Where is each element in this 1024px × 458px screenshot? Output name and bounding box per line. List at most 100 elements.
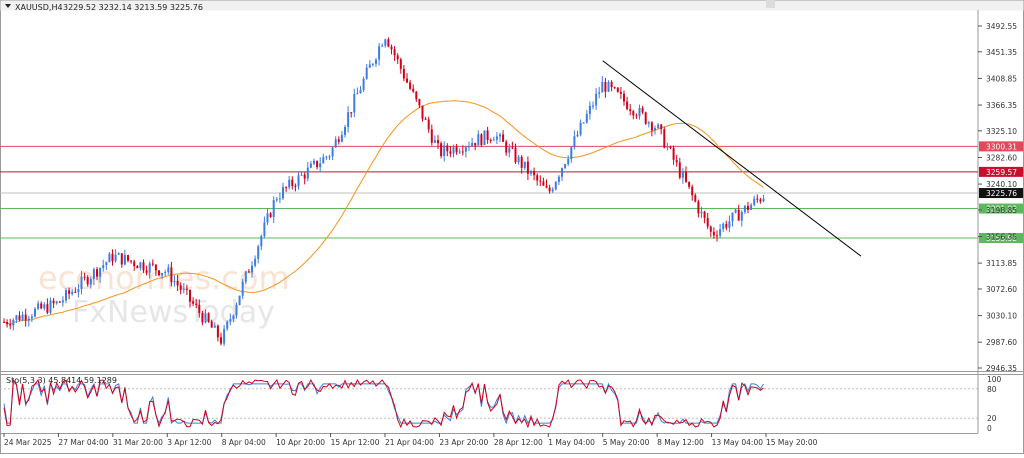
price-tick-label-7: 3198.85 <box>986 206 1017 215</box>
candle-body-67 <box>210 321 213 328</box>
candle-body-36 <box>114 254 117 262</box>
candle-body-236 <box>734 209 737 213</box>
symbol-label: XAUUSD,H4 <box>15 3 63 12</box>
candle-body-184 <box>573 136 576 148</box>
candle-body-59 <box>185 288 188 290</box>
candle-body-237 <box>737 209 740 221</box>
scroll-shift-button[interactable] <box>766 0 775 8</box>
candle-body-219 <box>681 172 684 178</box>
candle-body-225 <box>700 211 703 214</box>
candle-body-7 <box>24 314 27 321</box>
candle-body-107 <box>334 139 337 148</box>
price-tick-label-4: 3325.10 <box>986 127 1017 136</box>
candle-body-124 <box>387 39 390 47</box>
candle-body-227 <box>706 217 709 227</box>
candle-body-119 <box>371 63 374 65</box>
stochastic-main-line <box>3 382 764 425</box>
candle-body-165 <box>514 147 517 163</box>
candle-body-242 <box>753 198 756 205</box>
candle-body-56 <box>176 280 179 286</box>
candle-body-15 <box>49 300 52 313</box>
oscillator-tick-label-0: 100 <box>987 375 1002 384</box>
candle-body-86 <box>269 213 272 218</box>
horizontal-levels: 3300.31 3259.57 3201.02 3153.92 3225.76 <box>0 141 1023 244</box>
candle-body-229 <box>712 231 715 236</box>
candle-body-84 <box>263 222 266 237</box>
candle-body-122 <box>381 45 384 47</box>
candle-body-78 <box>244 271 247 282</box>
candle-body-245 <box>762 198 765 202</box>
price-tick-label-10: 3072.60 <box>986 285 1017 294</box>
candle-body-74 <box>232 315 235 320</box>
trendline-segment <box>602 60 862 257</box>
candle-body-113 <box>353 94 356 113</box>
candle-body-3 <box>12 319 15 326</box>
candle-body-231 <box>719 229 722 236</box>
candle-body-91 <box>285 187 288 189</box>
candle-body-22 <box>71 291 74 294</box>
candle-body-21 <box>68 290 71 294</box>
candle-body-189 <box>588 105 591 115</box>
candle-body-95 <box>297 175 300 187</box>
header: XAUUSD,H4 3229.52 3232.14 3213.59 3225.7… <box>5 3 203 12</box>
candle-body-195 <box>607 81 610 92</box>
moving-average-line <box>3 100 764 325</box>
level-tag-label-0: 3300.31 <box>986 142 1017 151</box>
candle-body-170 <box>530 171 532 174</box>
candle-body-126 <box>393 49 396 56</box>
candle-body-139 <box>433 140 436 143</box>
candle-body-241 <box>750 204 753 210</box>
oscillator-tick-label-1: 80 <box>987 385 997 394</box>
candle-body-108 <box>337 139 340 142</box>
candle-body-51 <box>161 273 164 276</box>
candle-body-136 <box>424 118 427 120</box>
candle-body-43 <box>136 265 139 269</box>
candle-body-116 <box>362 78 365 91</box>
candle-body-80 <box>251 265 253 273</box>
candle-body-125 <box>390 46 393 50</box>
candle-body-98 <box>306 167 309 179</box>
candle-body-72 <box>226 321 229 329</box>
trendline[interactable] <box>602 60 862 257</box>
candle-body-190 <box>592 105 594 107</box>
candle-body-167 <box>520 156 523 168</box>
candle-body-101 <box>316 160 319 168</box>
candle-body-152 <box>474 142 477 146</box>
level-tag-label-3: 3153.92 <box>986 234 1017 243</box>
candle-body-148 <box>461 151 464 153</box>
candle-body-49 <box>154 264 157 271</box>
dropdown-arrow-icon[interactable] <box>5 4 11 8</box>
price-tick-label-13: 2946.35 <box>986 364 1017 373</box>
candle-body-5 <box>18 315 21 321</box>
candle-body-32 <box>102 265 105 268</box>
time-tick-label-0: 24 Mar 2025 <box>4 438 52 447</box>
candle-body-87 <box>272 200 275 218</box>
time-axis: 24 Mar 2025 27 Mar 04:00 31 Mar 20:00 3 Apr… <box>3 433 818 447</box>
candle-body-121 <box>378 46 381 60</box>
candle-body-111 <box>347 112 350 127</box>
candle-body-201 <box>626 101 629 110</box>
candle-body-198 <box>616 87 619 92</box>
candle-body-188 <box>585 114 588 123</box>
candle-body-228 <box>709 226 712 232</box>
candle-body-211 <box>657 124 660 129</box>
candle-body-213 <box>663 129 666 148</box>
candle-body-135 <box>421 105 424 119</box>
price-tick-label-1: 3451.35 <box>986 48 1017 57</box>
candle-body-132 <box>412 88 415 92</box>
time-tick-label-2: 31 Mar 20:00 <box>113 438 163 447</box>
candle-body-192 <box>598 92 601 94</box>
candle-body-182 <box>567 159 570 165</box>
candle-body-234 <box>728 221 731 228</box>
candle-body-30 <box>96 269 98 277</box>
candle-body-244 <box>759 199 762 202</box>
time-tick-label-5: 10 Apr 20:00 <box>276 438 325 447</box>
candle-body-60 <box>189 289 191 302</box>
candle-body-172 <box>536 175 539 181</box>
candle-body-214 <box>666 146 669 148</box>
candle-body-160 <box>499 134 501 137</box>
candle-body-6 <box>21 314 24 321</box>
candle-body-73 <box>229 319 232 322</box>
price-tick-label-11: 3030.10 <box>986 312 1017 321</box>
